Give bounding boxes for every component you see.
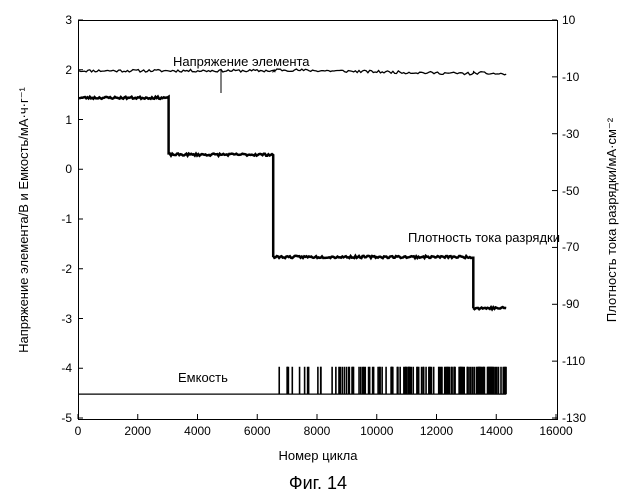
y-left-tick-label: -1 — [2, 212, 72, 226]
x-tick-label: 16000 — [539, 424, 572, 438]
x-tick-label: 0 — [75, 424, 82, 438]
y-right-tick-label: -130 — [562, 411, 586, 425]
y-right-tick-label: 10 — [562, 13, 575, 27]
figure-container: -5-4-3-2-10123 -130-110-90-70-50-30-1010… — [0, 0, 637, 500]
y-left-axis-label: Напряжение элемента/В и Емкость/мА·ч·г⁻¹ — [16, 87, 32, 353]
figure-caption: Фиг. 14 — [218, 473, 418, 494]
current-density-line — [79, 97, 506, 310]
x-tick-label: 8000 — [304, 424, 331, 438]
x-tick-label: 14000 — [480, 424, 513, 438]
y-right-tick-label: -30 — [562, 127, 579, 141]
y-left-tick-label: 3 — [2, 13, 72, 27]
y-left-tick-label: 1 — [2, 113, 72, 127]
x-tick-label: 4000 — [184, 424, 211, 438]
y-right-tick-label: -70 — [562, 240, 579, 254]
y-left-tick-label: -3 — [2, 312, 72, 326]
y-right-tick-label: -10 — [562, 70, 579, 84]
y-left-tick-label: 0 — [2, 162, 72, 176]
capacity-spikes — [279, 367, 506, 394]
plot-area — [78, 20, 558, 420]
y-left-tick-label: 2 — [2, 63, 72, 77]
y-left-tick-labels: -5-4-3-2-10123 — [0, 20, 72, 420]
x-tick-labels: 0200040006000800010000120001400016000 — [78, 424, 558, 444]
voltage-line — [79, 69, 506, 75]
y-right-tick-label: -50 — [562, 184, 579, 198]
x-tick-label: 2000 — [124, 424, 151, 438]
y-right-tick-label: -110 — [562, 354, 585, 368]
x-tick-label: 6000 — [244, 424, 271, 438]
x-axis-label: Номер цикла — [218, 448, 418, 463]
y-left-tick-label: -5 — [2, 411, 72, 425]
x-tick-label: 10000 — [360, 424, 393, 438]
chart-svg — [79, 21, 557, 419]
y-right-axis-label: Плотность тока разрядки/мА·см⁻² — [604, 118, 620, 322]
y-right-tick-label: -90 — [562, 297, 579, 311]
y-left-tick-label: -2 — [2, 262, 72, 276]
x-tick-label: 12000 — [420, 424, 453, 438]
y-left-tick-label: -4 — [2, 361, 72, 375]
